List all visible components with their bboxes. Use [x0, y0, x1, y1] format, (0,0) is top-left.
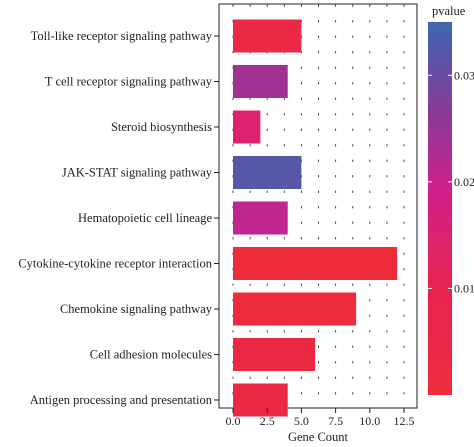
x-tick-label-4: 10.0 — [359, 414, 380, 428]
category-label-8: Antigen processing and presentation — [30, 393, 213, 407]
category-label-5: Cytokine-cytokine receptor interaction — [18, 257, 212, 271]
category-label-6: Chemokine signaling pathway — [60, 302, 213, 316]
category-label-2: Steroid biosynthesis — [111, 120, 212, 134]
x-tick-label-1: 2.5 — [260, 414, 275, 428]
x-tick-label-2: 5.0 — [294, 414, 309, 428]
bar-0 — [233, 19, 302, 53]
colorbar-ticks: 0.01 0.02 0.03 — [428, 68, 474, 295]
category-labels: Toll-like receptor signaling pathway T ce… — [18, 29, 219, 407]
bar-7 — [233, 338, 316, 371]
bar-3 — [233, 156, 302, 189]
legend-title: pvalue — [432, 4, 466, 18]
colorbar-tick-label-0: 0.01 — [454, 281, 474, 295]
colorbar-tick-label-2: 0.03 — [454, 68, 474, 82]
bar-6 — [233, 292, 357, 326]
bar-4 — [233, 201, 288, 235]
bar-5 — [233, 247, 398, 280]
category-label-1: T cell receptor signaling pathway — [45, 75, 213, 89]
x-tick-label-5: 12.5 — [394, 414, 415, 428]
bar-1 — [233, 65, 288, 98]
x-tick-label-0: 0.0 — [226, 414, 241, 428]
x-axis-title: Gene Count — [288, 430, 349, 444]
bar-2 — [233, 110, 261, 144]
category-label-0: Toll-like receptor signaling pathway — [31, 29, 213, 43]
x-tick-label-3: 7.5 — [328, 414, 343, 428]
colorbar-tick-label-1: 0.02 — [454, 175, 474, 189]
x-axis-ticks: 0.0 2.5 5.0 7.5 10.0 12.5 — [226, 408, 415, 428]
category-label-4: Hematopoietic cell lineage — [78, 211, 212, 225]
category-label-7: Cell adhesion molecules — [90, 348, 212, 362]
bar-8 — [233, 383, 288, 417]
bars — [233, 19, 398, 417]
category-label-3: JAK-STAT signaling pathway — [62, 166, 213, 180]
pvalue-colorbar — [428, 22, 452, 395]
